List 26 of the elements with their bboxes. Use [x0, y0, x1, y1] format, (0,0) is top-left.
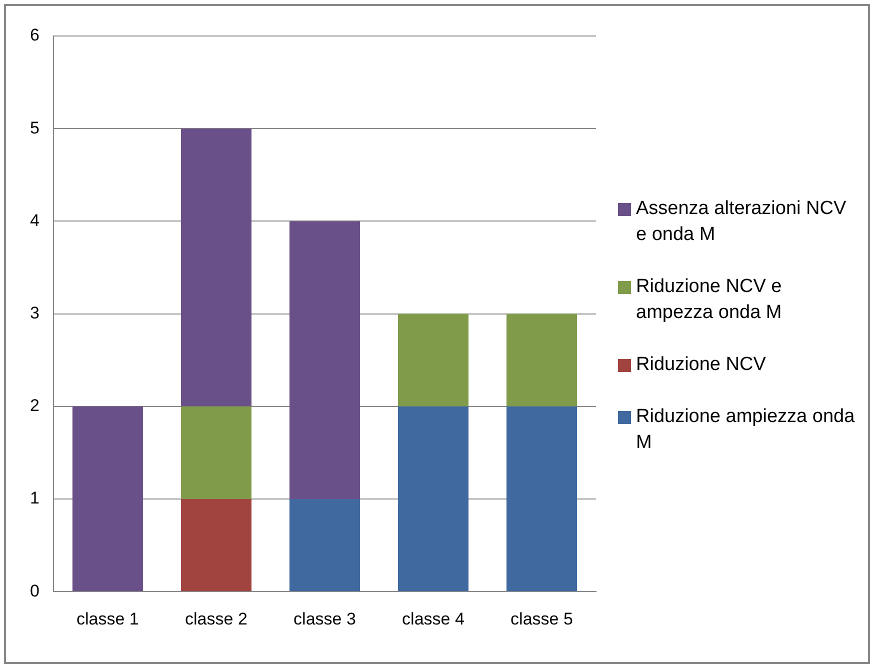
y-tick-label: 2 — [30, 396, 40, 416]
bar — [506, 406, 578, 592]
bar — [180, 499, 252, 592]
x-tick-label: classe 5 — [510, 609, 573, 628]
x-tick-label: classe 4 — [402, 609, 464, 628]
y-tick-label: 4 — [30, 210, 40, 230]
bar — [180, 128, 252, 406]
bar — [289, 499, 360, 592]
y-tick-label: 3 — [30, 303, 40, 322]
x-tick-label: classe 2 — [185, 609, 248, 628]
bar — [289, 221, 360, 499]
bar — [180, 406, 252, 499]
x-tick-label: classe 1 — [76, 609, 139, 628]
bar — [398, 406, 468, 592]
bar — [506, 314, 578, 406]
legend-label: Riduzione NCV — [636, 353, 766, 377]
y-tick-label: 5 — [30, 118, 40, 138]
bar — [398, 314, 468, 406]
bar — [72, 406, 143, 592]
y-tick-label: 0 — [30, 581, 40, 600]
legend-label: Assenza alterazioni NCV e onda M — [636, 197, 848, 247]
legend-label: Riduzione ampiezza onda M — [636, 405, 856, 455]
x-tick-label: classe 3 — [294, 609, 356, 628]
legend-label: Riduzione NCV e ampezza onda M — [636, 275, 783, 325]
y-tick-label: 1 — [30, 488, 40, 508]
y-tick-label: 6 — [30, 26, 40, 45]
